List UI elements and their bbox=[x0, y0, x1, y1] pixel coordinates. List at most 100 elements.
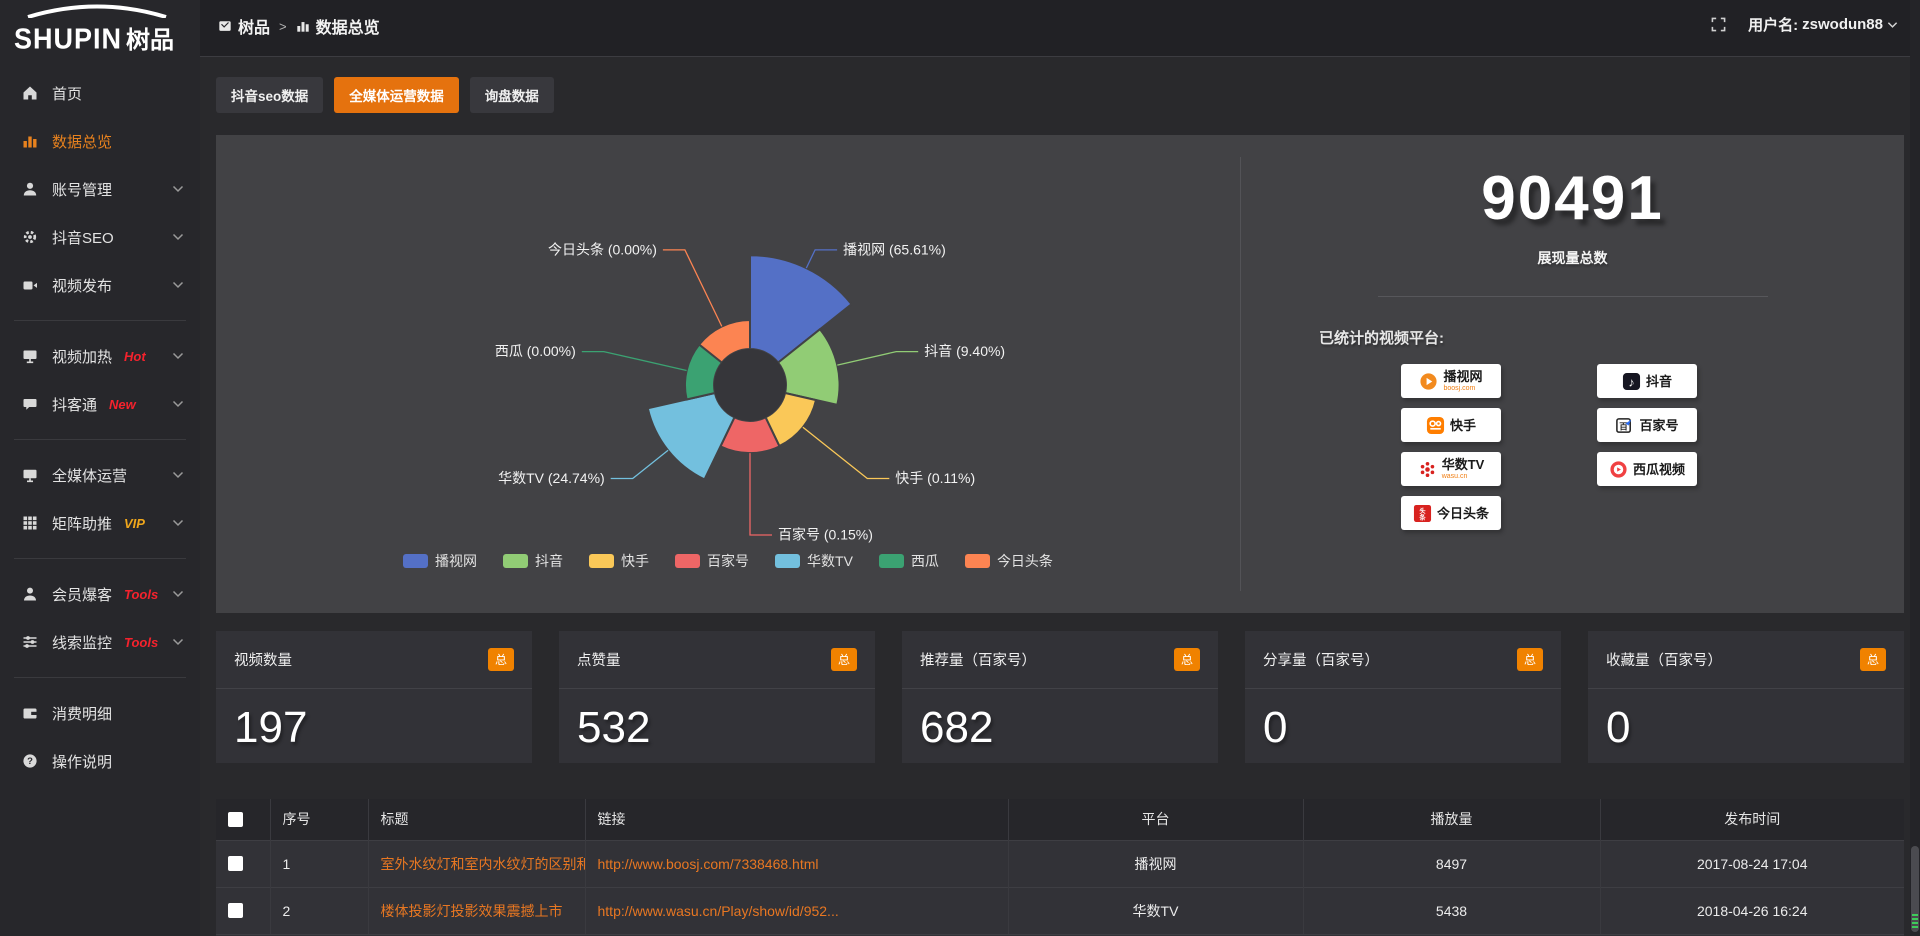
sidebar-item-badge: New bbox=[109, 396, 136, 412]
sidebar-item[interactable]: 数据总览 bbox=[0, 117, 200, 165]
cell-platform: 华数TV bbox=[1008, 886, 1304, 934]
legend-item[interactable]: 华数TV bbox=[775, 551, 853, 571]
sidebar-item[interactable]: 会员爆客 Tools bbox=[0, 570, 200, 618]
sidebar-menu: 首页 数据总览账号管理抖音SEO 视频发布视频加热 Hot 抖客通 New 全媒体运营矩阵助… bbox=[0, 57, 200, 785]
overview-panel: 播视网 (65.61%) 抖音 (9.40%) 快手 (0.11%) 百家号 (0.1… bbox=[216, 135, 1904, 613]
svg-text:?: ? bbox=[27, 756, 33, 767]
summary-area: 90491 展现量总数 已统计的视频平台: 播视网 boosj.com 快手 华数TV… bbox=[1241, 135, 1904, 613]
sidebar-item-label: 操作说明 bbox=[52, 753, 113, 771]
select-all-checkbox[interactable] bbox=[228, 811, 243, 827]
legend-item[interactable]: 西瓜 bbox=[878, 551, 939, 571]
sidebar-item[interactable]: 全媒体运营 bbox=[0, 451, 200, 499]
username-value: zswodun88 bbox=[1802, 16, 1883, 33]
page-scrollbar[interactable] bbox=[1910, 0, 1920, 936]
platform-name: 西瓜视频 bbox=[1632, 461, 1685, 477]
breadcrumb-home[interactable]: 树品 bbox=[218, 14, 270, 38]
total-impressions-value: 90491 bbox=[1481, 164, 1664, 233]
platform-name: 快手 bbox=[1449, 417, 1476, 433]
video-url-link[interactable]: http://www.boosj.com/7338468.html bbox=[597, 855, 819, 872]
cell-plays: 8497 bbox=[1303, 839, 1601, 887]
column-header: 平台 bbox=[1008, 799, 1304, 840]
platform-name: 今日头条 bbox=[1436, 505, 1489, 521]
tab-inactive[interactable]: 抖音seo数据 bbox=[216, 77, 324, 113]
sidebar-item-badge: Tools bbox=[124, 634, 159, 650]
chevron-down-icon bbox=[172, 519, 184, 527]
platform-badge: 头条今日头条 bbox=[1401, 496, 1501, 530]
platform-name: 百家号 bbox=[1639, 417, 1679, 433]
svg-text:百: 百 bbox=[1620, 421, 1629, 431]
app-logo[interactable]: SHUPIN 树品 bbox=[0, 0, 200, 57]
bar-chart-icon bbox=[23, 136, 37, 148]
stat-card: 视频数量 总 197 bbox=[216, 631, 532, 763]
gear-icon bbox=[23, 230, 37, 244]
sidebar-item[interactable]: 线索监控 Tools bbox=[0, 618, 200, 666]
topbar: 树品 > 数据总览 用户名: zswodun88 bbox=[200, 0, 1920, 57]
platform-badge: ♪ 抖音 bbox=[1597, 364, 1697, 398]
sidebar-item[interactable]: ? 操作说明 bbox=[0, 737, 200, 785]
chevron-down-icon bbox=[172, 233, 184, 241]
baijiahao-logo: 百 bbox=[1616, 417, 1632, 433]
summary-divider bbox=[1377, 296, 1768, 297]
sliders-icon bbox=[23, 636, 37, 648]
platform-badge: 播视网 boosj.com bbox=[1401, 364, 1501, 398]
tab-inactive[interactable]: 询盘数据 bbox=[469, 77, 554, 113]
legend-item[interactable]: 今日头条 bbox=[964, 551, 1053, 571]
user-icon bbox=[23, 182, 37, 196]
chevron-down-icon bbox=[172, 400, 184, 408]
video-title-link[interactable]: 室外水纹灯和室内水纹灯的区别和简介 bbox=[380, 855, 585, 872]
menu-divider bbox=[14, 677, 186, 678]
sidebar-item[interactable]: 矩阵助推 VIP bbox=[0, 499, 200, 547]
breadcrumb-label: 数据总览 bbox=[315, 20, 380, 37]
legend-swatch bbox=[964, 554, 990, 568]
sidebar-item-badge: Hot bbox=[124, 348, 146, 364]
sidebar-item[interactable]: 视频加热 Hot bbox=[0, 332, 200, 380]
fullscreen-icon[interactable] bbox=[1711, 17, 1726, 32]
sidebar-item[interactable]: 首页 bbox=[0, 69, 200, 117]
row-checkbox[interactable] bbox=[228, 903, 243, 919]
table-header-row: 序号 标题 链接 平台 播放量 发布时间 bbox=[216, 799, 1904, 840]
rose-pie-chart[interactable]: 播视网 (65.61%) 抖音 (9.40%) 快手 (0.11%) 百家号 (0.1… bbox=[216, 135, 1240, 613]
legend-label: 快手 bbox=[621, 553, 650, 569]
sidebar-item[interactable]: 消费明细 bbox=[0, 689, 200, 737]
sidebar-item-label: 账号管理 bbox=[52, 181, 113, 199]
legend-item[interactable]: 快手 bbox=[589, 551, 649, 571]
column-header: 序号 bbox=[270, 799, 369, 840]
tab-active[interactable]: 全媒体运营数据 bbox=[334, 77, 459, 113]
legend-swatch bbox=[675, 554, 701, 568]
svg-text:♪: ♪ bbox=[1628, 375, 1634, 389]
stat-card-title: 推荐量（百家号） bbox=[920, 653, 1036, 669]
row-checkbox[interactable] bbox=[228, 856, 243, 871]
legend-item[interactable]: 播视网 bbox=[403, 551, 477, 571]
sidebar-item-label: 视频加热 bbox=[52, 348, 113, 366]
scrollbar-thumb[interactable] bbox=[1911, 846, 1919, 932]
logo-text-cn: 树品 bbox=[126, 27, 175, 54]
breadcrumb-separator: > bbox=[279, 18, 287, 34]
table-row: 2 楼体投影灯投影效果震撼上市 http://www.wasu.cn/Play/sh… bbox=[216, 886, 1904, 934]
legend-label: 今日头条 bbox=[996, 553, 1053, 569]
video-url-link[interactable]: http://www.wasu.cn/Play/show/id/952... bbox=[597, 902, 839, 919]
sidebar-item-label: 会员爆客 bbox=[52, 586, 113, 604]
stat-card-value: 0 bbox=[1606, 703, 1631, 752]
stat-card-title: 分享量（百家号） bbox=[1263, 653, 1379, 669]
sidebar-item[interactable]: 抖客通 New bbox=[0, 380, 200, 428]
platform-name: 播视网 bbox=[1443, 369, 1483, 384]
legend-item[interactable]: 抖音 bbox=[503, 551, 563, 571]
column-header: 标题 bbox=[368, 799, 586, 840]
sidebar-item[interactable]: 视频发布 bbox=[0, 261, 200, 309]
video-title-link[interactable]: 楼体投影灯投影效果震撼上市 bbox=[380, 902, 563, 919]
pie-label: 今日头条 (0.00%) bbox=[548, 241, 657, 257]
breadcrumb-current[interactable]: 数据总览 bbox=[296, 14, 380, 38]
sidebar-item[interactable]: 账号管理 bbox=[0, 165, 200, 213]
legend-item[interactable]: 百家号 bbox=[675, 551, 749, 571]
user-menu[interactable]: 用户名: zswodun88 bbox=[1748, 14, 1898, 35]
menu-divider bbox=[14, 439, 186, 440]
platform-name: 华数TV bbox=[1441, 457, 1485, 472]
chevron-down-icon bbox=[172, 638, 184, 646]
sidebar-item-label: 消费明细 bbox=[52, 705, 113, 723]
monitor-icon bbox=[23, 469, 37, 483]
pie-label-line bbox=[749, 453, 772, 536]
sidebar-item[interactable]: 抖音SEO bbox=[0, 213, 200, 261]
sidebar-item-label: 全媒体运营 bbox=[52, 467, 128, 485]
stat-card: 推荐量（百家号） 总 682 bbox=[902, 631, 1218, 763]
toutiao-logo: 头条 bbox=[1413, 504, 1432, 522]
